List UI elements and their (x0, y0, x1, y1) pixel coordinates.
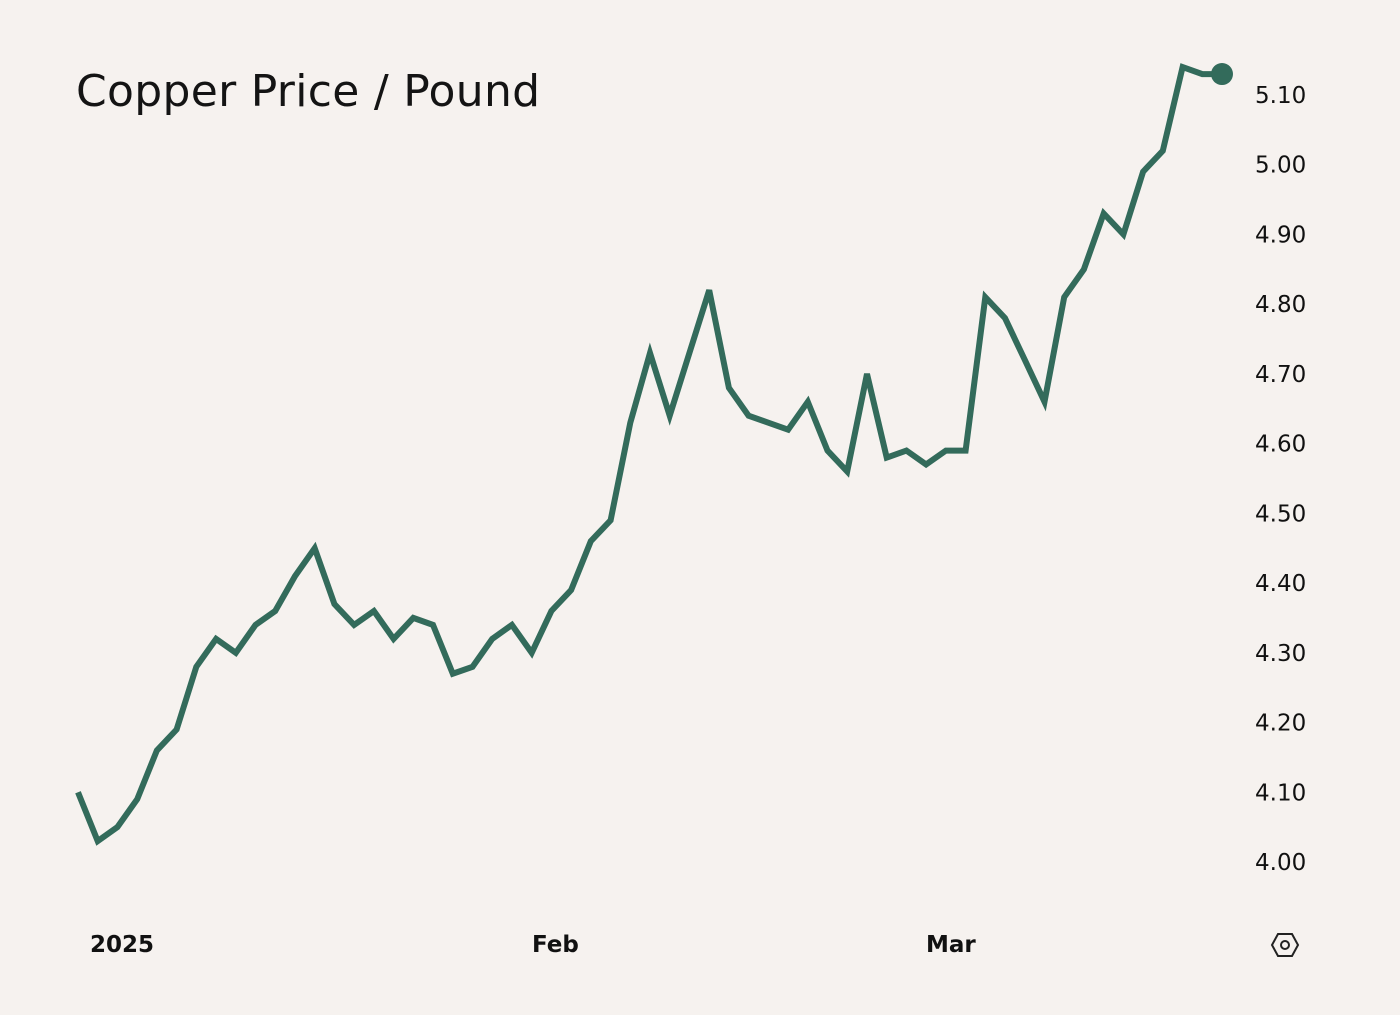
y-tick-label: 4.60 (1255, 432, 1306, 458)
y-axis: 4.00 4.10 4.20 4.30 4.40 4.50 4.60 4.70 4.80 4.90… (1255, 83, 1306, 876)
y-tick-label: 5.00 (1255, 153, 1306, 179)
x-tick-label: Feb (532, 932, 579, 958)
x-tick-label: Mar (926, 932, 976, 958)
y-tick-label: 4.40 (1255, 571, 1306, 597)
x-tick-label: 2025 (90, 932, 154, 958)
price-line (75, 63, 1222, 846)
y-tick-label: 4.50 (1255, 501, 1306, 527)
x-axis: 2025 Feb Mar (90, 932, 976, 958)
last-price-marker (1211, 63, 1233, 86)
y-tick-label: 4.90 (1255, 222, 1306, 248)
y-tick-label: 4.20 (1255, 711, 1306, 737)
y-tick-label: 4.70 (1255, 362, 1306, 388)
y-tick-label: 4.10 (1255, 780, 1306, 806)
settings-hexagon-icon (1270, 933, 1300, 957)
settings-button[interactable] (1270, 930, 1300, 960)
y-tick-label: 5.10 (1255, 83, 1306, 109)
y-tick-label: 4.30 (1255, 641, 1306, 667)
y-tick-label: 4.00 (1255, 850, 1306, 876)
y-tick-label: 4.80 (1255, 292, 1306, 318)
chart-title: Copper Price / Pound (76, 66, 541, 117)
